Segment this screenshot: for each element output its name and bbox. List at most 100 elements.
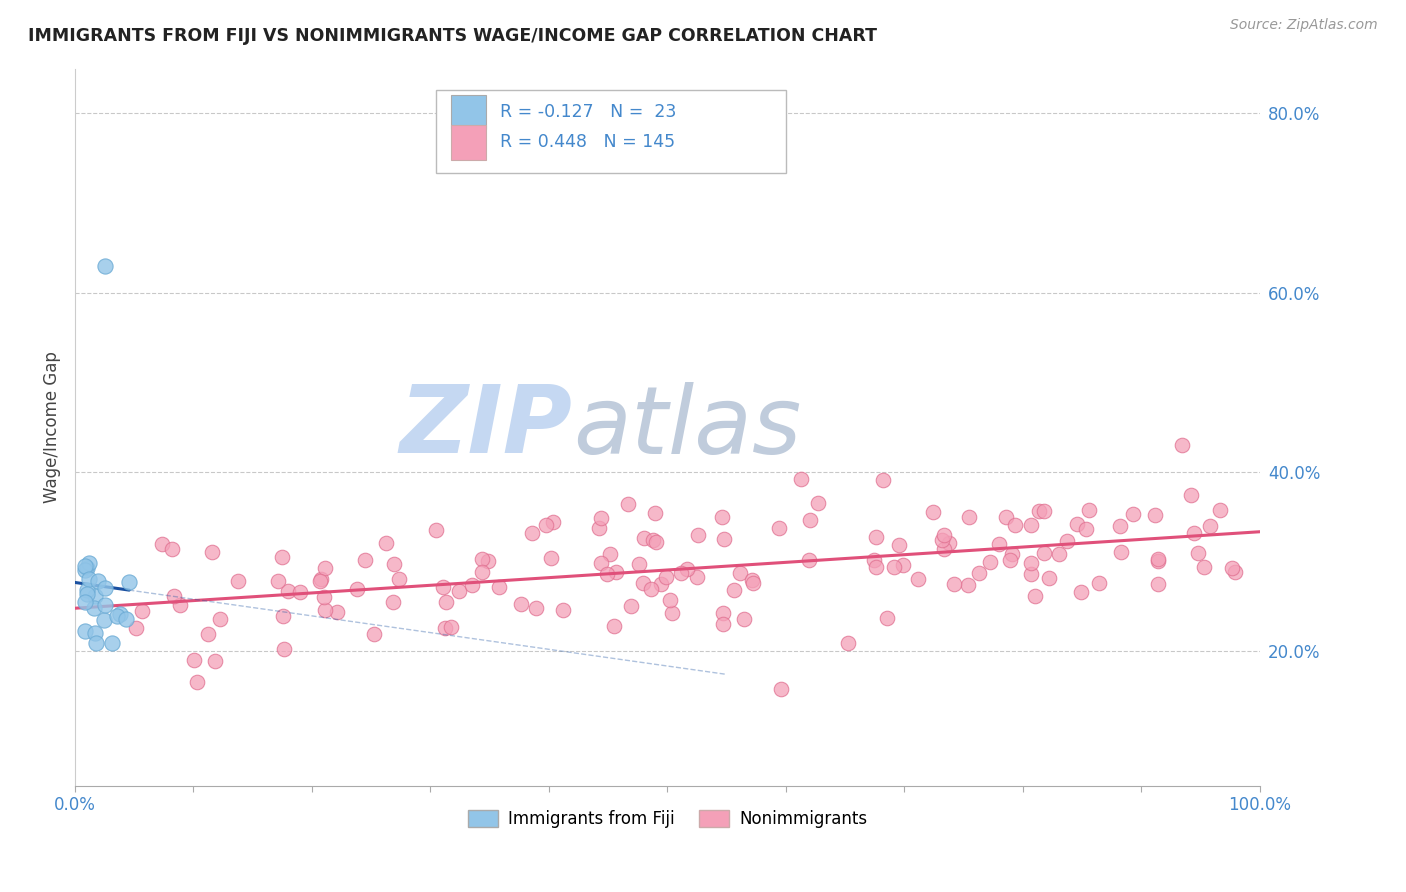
Point [957,578,980,592]
Point [1223,565,1246,579]
Point [631,576,654,591]
Point [661,607,683,621]
Point [931,533,953,547]
Point [267,574,290,589]
Point [891,558,914,572]
Point [201,544,224,558]
Legend: Immigrants from Fiji, Nonimmigrants: Immigrants from Fiji, Nonimmigrants [461,804,875,835]
Point [799,553,821,567]
Point [1078,503,1101,517]
Point [688,528,710,542]
Point [288,585,311,599]
Point [1000,553,1022,567]
Point [270,550,292,565]
Point [588,521,610,535]
Point [887,538,910,552]
Point [640,582,662,596]
Point [655,570,678,584]
Point [388,572,411,586]
Point [1146,552,1168,566]
Point [591,556,613,570]
Point [434,595,457,609]
Point [932,541,955,556]
Point [1192,560,1215,574]
Point [921,505,943,519]
Point [346,582,368,596]
Point [733,612,755,626]
Point [440,620,463,634]
Point [77,572,100,586]
Point [1021,518,1043,533]
Point [76,561,98,575]
Point [309,572,332,586]
Point [591,511,613,525]
Point [93,613,115,627]
Point [650,577,672,591]
Point [108,607,131,621]
Point [163,589,186,603]
Point [711,617,734,632]
Point [641,533,664,547]
Point [1028,503,1050,517]
Y-axis label: Wage/Income Gap: Wage/Income Gap [44,351,60,503]
Point [605,565,627,579]
Point [799,513,821,527]
Point [1047,548,1070,562]
Text: IMMIGRANTS FROM FIJI VS NONIMMIGRANTS WAGE/INCOME GAP CORRELATION CHART: IMMIGRANTS FROM FIJI VS NONIMMIGRANTS WA… [28,27,877,45]
Point [658,593,681,607]
Point [83,600,105,615]
Point [957,509,980,524]
Point [967,566,990,580]
Point [723,582,745,597]
Point [741,574,763,588]
Point [363,627,385,641]
Point [599,547,621,561]
Point [312,590,335,604]
Point [447,583,470,598]
Point [1066,516,1088,531]
Point [94,581,117,595]
Point [1088,576,1111,591]
Point [942,577,965,591]
Point [308,574,330,589]
Point [477,554,499,568]
Point [837,635,859,649]
Point [768,521,790,535]
Point [876,611,898,625]
Point [510,597,533,611]
Point [197,627,219,641]
Point [87,574,110,589]
Point [686,569,709,583]
Point [471,566,494,580]
Point [73,594,96,608]
Point [863,553,886,567]
Point [1143,508,1166,522]
Point [730,566,752,580]
Point [73,558,96,573]
Point [644,535,666,549]
Point [865,530,887,544]
Point [620,599,643,614]
Point [520,525,543,540]
Point [1070,585,1092,599]
Text: R = 0.448   N = 145: R = 0.448 N = 145 [501,134,675,152]
Point [1182,526,1205,541]
Point [1220,561,1243,575]
Point [883,560,905,574]
Text: Source: ZipAtlas.com: Source: ZipAtlas.com [1230,18,1378,32]
Point [73,624,96,638]
Point [204,654,226,668]
Point [76,582,98,597]
Point [988,537,1011,551]
Point [540,550,562,565]
Point [273,608,295,623]
Point [543,515,565,529]
Point [169,598,191,612]
Point [711,509,734,524]
Point [84,626,107,640]
Point [1032,546,1054,560]
Point [995,509,1018,524]
Point [1209,503,1232,517]
Point [314,560,336,574]
Point [865,560,887,574]
